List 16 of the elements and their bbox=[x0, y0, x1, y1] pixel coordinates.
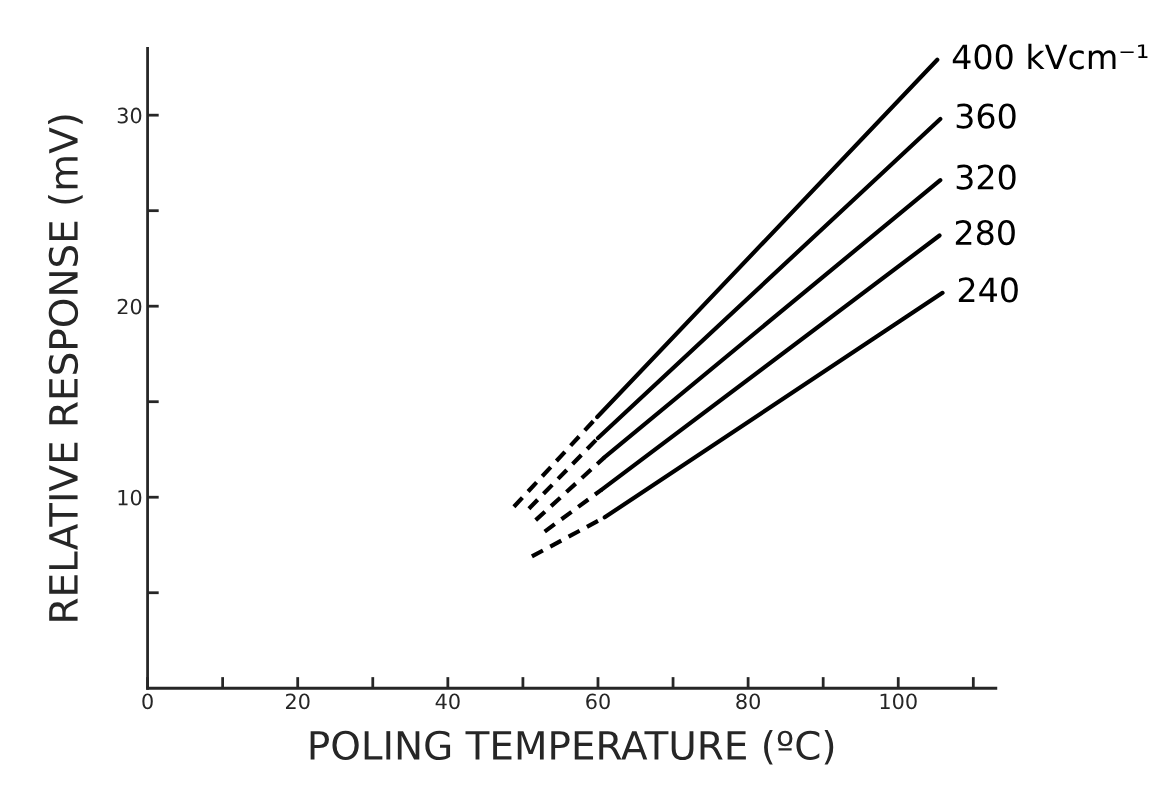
x-tick-label: 40 bbox=[435, 693, 460, 710]
y-tick-label: 10 bbox=[118, 489, 142, 506]
x-tick-label: 60 bbox=[586, 693, 610, 710]
series-label: 240 bbox=[958, 277, 1018, 303]
series-label: 360 bbox=[956, 103, 1016, 129]
y-axis-title: RELATIVE RESPONSE (mV) bbox=[48, 115, 83, 621]
x-tick-label: 20 bbox=[285, 693, 310, 710]
series-label: 320 bbox=[956, 164, 1016, 190]
x-axis-title: POLING TEMPERATURE (ºC) bbox=[310, 729, 834, 765]
x-tick-label: 0 bbox=[142, 693, 153, 710]
x-tick-label: 100 bbox=[880, 693, 917, 710]
series-label: 280 bbox=[955, 219, 1015, 246]
x-tick-label: 80 bbox=[736, 693, 760, 710]
y-tick-label: 30 bbox=[117, 107, 142, 124]
y-tick-label: 20 bbox=[117, 298, 142, 315]
series-label: 400 kVcm⁻¹ bbox=[952, 43, 1148, 70]
